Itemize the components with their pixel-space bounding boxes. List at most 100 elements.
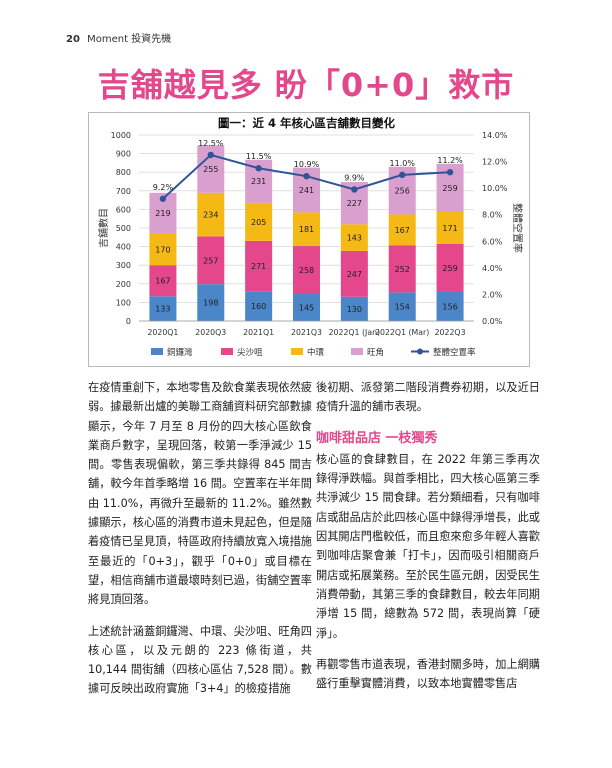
y-tick-label: 0 xyxy=(126,317,131,326)
y-tick-label: 800 xyxy=(116,168,131,177)
y2-tick-label: 14.0% xyxy=(482,131,508,140)
y-tick-label: 100 xyxy=(116,298,131,307)
bar-value-label: 258 xyxy=(299,266,314,275)
y-tick-label: 200 xyxy=(116,280,131,289)
legend-label: 旺角 xyxy=(367,347,384,358)
bar-segment xyxy=(245,291,273,321)
bar-value-label: 143 xyxy=(347,234,362,243)
bar-segment xyxy=(149,265,177,297)
legend-swatch xyxy=(417,348,423,355)
bar-segment xyxy=(197,284,225,321)
bar-segment xyxy=(436,212,464,244)
page-header: 20 Moment 投資先機 xyxy=(66,30,171,45)
bar-value-label: 231 xyxy=(251,177,266,186)
x-tick-label: 2020Q1 xyxy=(147,328,178,337)
vacancy-label: 11.2% xyxy=(437,156,463,165)
bar-value-label: 234 xyxy=(203,211,218,220)
bar-segment xyxy=(388,292,416,321)
legend-label: 銅鑼灣 xyxy=(167,347,193,358)
bar-segment xyxy=(436,291,464,321)
bar-value-label: 259 xyxy=(442,184,457,193)
vacancy-label: 10.9% xyxy=(294,160,320,169)
left-column: 在疫情重創下，本地零售及飲食業表現依然疲弱。據最新出爐的美聯工商舖資料研究部數據… xyxy=(88,378,312,711)
y-tick-label: 500 xyxy=(116,224,131,233)
bar-value-label: 241 xyxy=(299,186,314,195)
bar-value-label: 227 xyxy=(347,199,362,208)
legend-swatch xyxy=(351,348,363,355)
y-tick-label: 700 xyxy=(116,187,131,196)
x-tick-label: 2020Q3 xyxy=(195,328,226,337)
bar-segment xyxy=(245,240,273,292)
legend-swatch xyxy=(151,348,163,355)
y2-tick-label: 4.0% xyxy=(482,264,503,273)
bar-value-label: 259 xyxy=(442,264,457,273)
y-axis-label: 吉舖數目 xyxy=(97,208,110,248)
body-paragraph: 在疫情重創下，本地零售及飲食業表現依然疲弱。據最新出爐的美聯工商舖資料研究部數據… xyxy=(88,381,312,607)
bar-segment xyxy=(388,214,416,246)
bar-value-label: 167 xyxy=(395,226,410,235)
bar-segment xyxy=(340,224,368,251)
legend-swatch xyxy=(221,348,233,355)
body-paragraph: 上述統計涵蓋銅鑼灣、中環、尖沙咀、旺角四核心區，以及元朗的 223 條街道，共 … xyxy=(88,624,312,696)
y2-tick-label: 6.0% xyxy=(482,237,503,246)
y2-tick-label: 2.0% xyxy=(482,290,503,299)
vacancy-label: 11.5% xyxy=(246,152,272,161)
vacancy-point xyxy=(255,165,262,172)
vacancy-point xyxy=(303,172,310,180)
bar-value-label: 198 xyxy=(203,299,218,308)
x-tick-label: 2022Q1 (Jan) xyxy=(329,328,381,337)
y-tick-label: 900 xyxy=(116,150,131,159)
bar-segment xyxy=(293,246,320,295)
section-subheading: 咖啡甜品店 一枝獨秀 xyxy=(316,430,438,446)
body-paragraph: 再觀零售市道表現，香港封關多時，加上網購盛行重擊實體消費，以致本地實體零售店 xyxy=(316,657,540,691)
x-tick-label: 2021Q1 xyxy=(243,328,274,337)
bar-value-label: 170 xyxy=(155,245,170,254)
body-paragraph: 核心區的食肆數目，在 2022 年第三季再次錄得淨跌幅。與首季相比，四大核心區第… xyxy=(316,452,540,640)
vacancy-point xyxy=(351,186,358,193)
article-title: 吉舖越見多 盼「0+0」救市 xyxy=(97,66,515,104)
bar-value-label: 133 xyxy=(155,305,170,314)
chart-title: 圖一：近 4 年核心區吉舖數目變化 xyxy=(218,116,396,130)
bar-value-label: 156 xyxy=(442,302,457,311)
bar-segment xyxy=(197,192,225,237)
bar-value-label: 145 xyxy=(299,304,314,313)
legend-label: 中環 xyxy=(307,347,325,358)
body-paragraph: 後初期、派發第二階段消費券初期，以及近日疫情升溫的舖市表現。 xyxy=(316,381,540,414)
vacancy-point xyxy=(207,151,214,159)
bar-value-label: 219 xyxy=(155,209,170,218)
bar-segment xyxy=(436,243,464,292)
bar-segment xyxy=(388,245,416,293)
page-number: 20 xyxy=(66,34,80,45)
bar-value-label: 205 xyxy=(251,218,266,227)
y2-tick-label: 10.0% xyxy=(482,184,508,193)
x-tick-label: 2021Q3 xyxy=(291,328,322,337)
legend-label: 尖沙咀 xyxy=(237,347,263,358)
bar-segment xyxy=(149,233,177,266)
bar-segment xyxy=(197,236,225,285)
y-tick-label: 300 xyxy=(116,261,131,270)
bar-segment xyxy=(340,250,368,297)
bar-value-label: 181 xyxy=(299,225,314,234)
magazine-name: Moment 投資先機 xyxy=(87,34,172,45)
y2-tick-label: 12.0% xyxy=(482,158,508,167)
bar-segment xyxy=(149,296,177,321)
y-tick-label: 400 xyxy=(116,243,131,252)
vacancy-label: 11.0% xyxy=(390,159,416,168)
vacancy-chart: 圖一：近 4 年核心區吉舖數目變化 0 100 200 300 400 500 600 700 8… xyxy=(88,112,530,367)
y-tick-label: 1000 xyxy=(111,131,131,140)
bar-value-label: 256 xyxy=(395,187,410,196)
legend-label: 整體空置率 xyxy=(433,347,476,358)
bar-value-label: 160 xyxy=(251,302,266,311)
x-tick-label: 2022Q3 xyxy=(435,328,466,337)
vacancy-point xyxy=(399,171,406,179)
bar-segment xyxy=(293,212,320,247)
y-tick-label: 600 xyxy=(116,205,131,214)
y2-tick-label: 8.0% xyxy=(482,211,503,220)
bar-value-label: 257 xyxy=(203,256,218,265)
bar-segment xyxy=(245,202,273,241)
bar-value-label: 271 xyxy=(251,262,266,271)
x-tick-label: 2022Q1 (Mar) xyxy=(375,328,429,337)
bar-value-label: 255 xyxy=(203,165,218,174)
right-column: 後初期、派發第二階段消費券初期，以及近日疫情升溫的舖市表現。 咖啡甜品店 一枝獨… xyxy=(316,378,540,705)
y2-axis-label: 整體空置率 xyxy=(511,203,524,253)
